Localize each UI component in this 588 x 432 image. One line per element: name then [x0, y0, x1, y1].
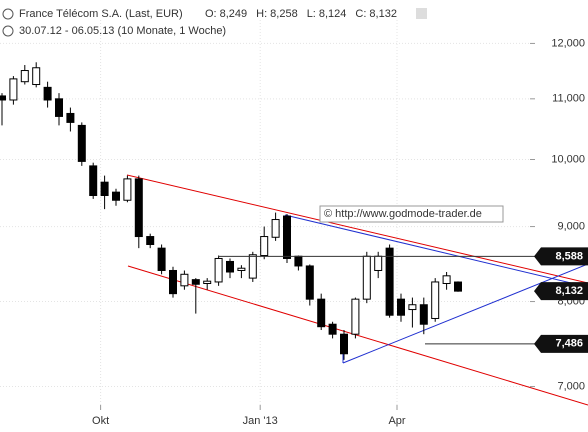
chart-title: France Télécom S.A. (Last, EUR) — [19, 8, 183, 20]
candle-body — [351, 298, 360, 335]
candle-body — [454, 281, 462, 292]
candle-body — [191, 279, 200, 285]
candle-body — [9, 78, 18, 101]
x-tick-label: Okt — [92, 415, 109, 427]
level-box — [534, 247, 588, 266]
candle-body — [248, 254, 257, 279]
info-icon — [2, 8, 14, 20]
subtitle: 30.07.12 - 06.05.13 (10 Monate, 1 Woche) — [19, 25, 226, 37]
candle-body — [66, 112, 75, 123]
candle-body — [226, 260, 234, 273]
watermark-box — [319, 205, 504, 223]
candle-body — [123, 178, 132, 201]
triangle-lower — [342, 263, 588, 364]
candle-body — [271, 219, 280, 238]
candle-body — [283, 215, 291, 259]
level-label: 7,486 — [555, 338, 583, 350]
candle-body — [180, 273, 189, 287]
candle-body — [77, 124, 86, 162]
level-label: 8,132 — [555, 285, 583, 297]
candle-body — [431, 281, 440, 319]
candle-body — [100, 181, 109, 197]
candle-body — [32, 67, 41, 86]
channel-upper — [126, 174, 588, 284]
candle-body — [146, 236, 155, 245]
candle-body — [408, 304, 417, 311]
clock-icon — [2, 25, 14, 37]
candle-body — [43, 86, 52, 101]
candle-body — [112, 191, 120, 201]
candle-body — [317, 298, 326, 328]
candle-body — [362, 255, 371, 300]
candle-body — [442, 275, 451, 285]
level-box — [534, 334, 588, 353]
quote-label: L: — [307, 8, 316, 20]
settings-icon[interactable] — [416, 8, 427, 19]
y-tick-label: 7,000 — [557, 380, 585, 392]
candle-body — [419, 304, 428, 325]
level-label: 8,588 — [555, 250, 583, 262]
x-tick-label: Apr — [388, 415, 405, 427]
candle-body — [328, 323, 337, 335]
candle-body — [385, 247, 394, 316]
y-tick-label: 9,000 — [557, 220, 585, 232]
watermark: © http://www.godmode-trader.de — [324, 208, 482, 220]
candle-body — [203, 280, 212, 285]
candle-body — [0, 95, 6, 101]
candle-body — [397, 298, 405, 316]
quote-value: 8,258 — [270, 8, 298, 20]
y-tick-label: 10,000 — [551, 153, 585, 165]
candle-body — [55, 98, 63, 117]
trend-lines — [126, 174, 588, 406]
candle-body — [134, 178, 143, 238]
quote-label: H: — [256, 8, 267, 20]
candle-body — [260, 236, 269, 257]
candle-body — [340, 333, 348, 355]
x-tick-label: Jan '13 — [243, 415, 278, 427]
candle-body — [237, 267, 246, 271]
y-tick-label: 11,000 — [552, 93, 585, 105]
quote-label: O: — [205, 8, 217, 20]
candle-body — [374, 255, 383, 271]
candle-body — [169, 269, 177, 295]
candle-body — [305, 265, 314, 300]
candle-body — [214, 257, 223, 283]
y-tick-label: 12,000 — [551, 37, 585, 49]
candle-body — [20, 70, 29, 83]
candle-body — [157, 247, 166, 271]
channel-lower — [127, 265, 588, 406]
triangle-upper — [284, 214, 588, 288]
quote-value: 8,132 — [369, 8, 397, 20]
quote-value: 8,249 — [220, 8, 248, 20]
quote-value: 8,124 — [319, 8, 347, 20]
candle-body — [294, 255, 303, 267]
candle-body — [89, 165, 98, 197]
level-box — [534, 282, 588, 301]
quote-label: C: — [355, 8, 366, 20]
